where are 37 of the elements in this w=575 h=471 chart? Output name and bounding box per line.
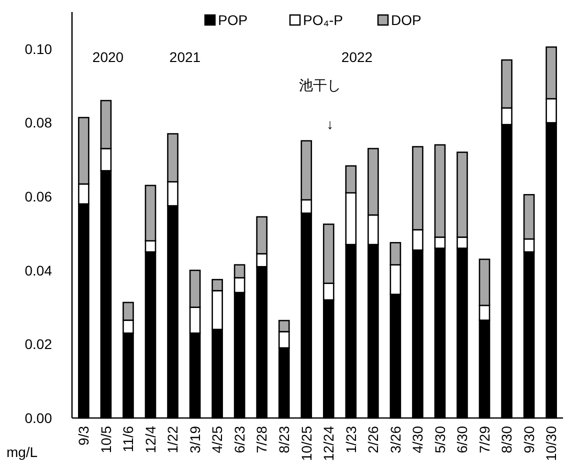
y-tick-label: 0.04: [24, 262, 52, 278]
y-axis-title: mg/L: [6, 444, 38, 460]
annotation: 2021: [169, 48, 201, 65]
x-tick-label: 2/26: [365, 426, 382, 454]
y-tick-label: 0.00: [24, 410, 52, 426]
x-tick-label: 4/25: [209, 426, 226, 454]
x-tick-label: 12/4: [142, 426, 158, 454]
annotation: 池干し: [299, 76, 341, 93]
x-tick-label: 7/28: [254, 426, 270, 454]
annotation: 2022: [341, 48, 373, 65]
x-tick-label: 7/29: [476, 426, 492, 454]
x-tick-label: 4/30: [410, 426, 426, 454]
x-tick-label: 10/25: [298, 426, 314, 462]
x-tick-label: 12/24: [320, 426, 337, 462]
x-tick-label: 8/23: [276, 426, 292, 454]
x-tick-label: 10/5: [98, 426, 114, 454]
x-tick-label: 3/26: [387, 426, 404, 454]
x-tick-label: 9/30: [520, 426, 537, 454]
y-tick-label: 0.02: [24, 336, 52, 352]
x-tick-label: 9/3: [76, 426, 92, 446]
x-tick-label: 8/30: [498, 426, 515, 454]
x-tick-label: 6/23: [231, 426, 248, 454]
x-tick-label: 1/23: [342, 426, 359, 454]
x-tick-label: 1/22: [164, 426, 181, 454]
y-tick-label: 0.06: [24, 188, 52, 204]
legend-label: DOP: [391, 12, 422, 28]
x-tick-label: 6/30: [454, 426, 470, 454]
x-tick-label: 3/19: [186, 426, 203, 454]
legend-label: POP: [218, 12, 248, 28]
x-tick-label: 10/30: [543, 426, 560, 462]
x-tick-label: 11/6: [120, 426, 136, 452]
legend-label: PO₄-P: [303, 12, 343, 28]
y-tick-label: 0.10: [24, 40, 52, 57]
annotation: 2020: [92, 48, 124, 65]
annotation: ↓: [326, 116, 334, 132]
y-tick-label: 0.08: [24, 114, 52, 131]
x-tick-label: 5/30: [432, 426, 448, 454]
